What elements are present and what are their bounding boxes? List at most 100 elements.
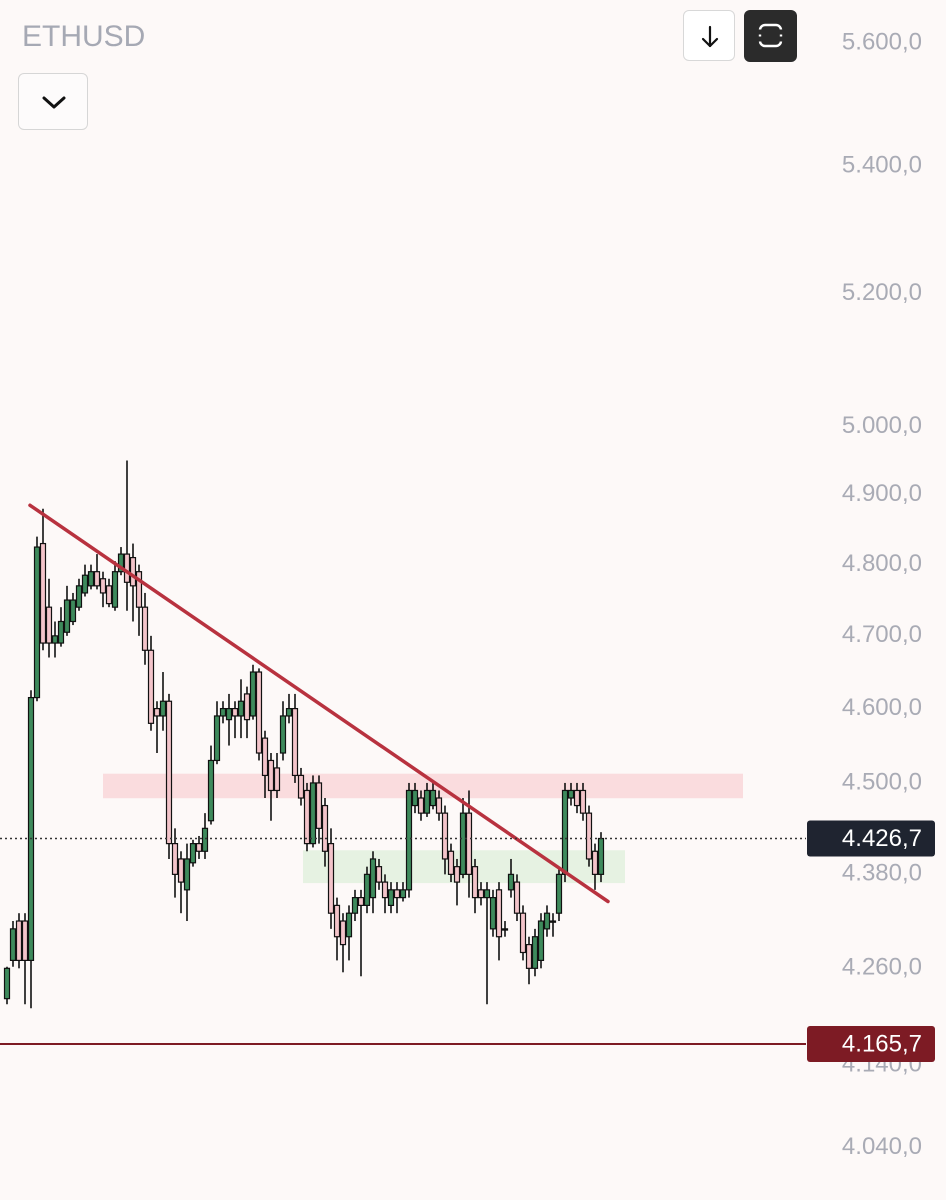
y-tick-label: 5.600,0 bbox=[842, 29, 922, 56]
candle-body bbox=[525, 943, 533, 969]
candle-body bbox=[411, 789, 419, 807]
candle-body bbox=[159, 700, 167, 717]
candle-body bbox=[111, 571, 119, 608]
candle-body bbox=[405, 789, 413, 891]
trendline bbox=[28, 503, 610, 904]
chart-title: ETHUSD bbox=[22, 20, 145, 53]
candle-body bbox=[261, 737, 269, 777]
candle-body bbox=[291, 707, 299, 777]
dropdown-button[interactable] bbox=[18, 73, 88, 130]
candle-body bbox=[195, 843, 203, 852]
candle-body bbox=[45, 606, 53, 644]
candle-body bbox=[207, 759, 215, 822]
candle-body bbox=[219, 707, 227, 717]
candle-body bbox=[225, 707, 233, 721]
candle-body bbox=[597, 837, 605, 875]
y-tick-label: 4.900,0 bbox=[842, 480, 922, 507]
candle-body bbox=[453, 866, 461, 883]
y-tick-label: 4.600,0 bbox=[842, 694, 922, 721]
candle-body bbox=[345, 912, 353, 938]
candle-body bbox=[327, 843, 335, 914]
candle-body bbox=[33, 546, 41, 699]
price-label: 4.165,7 bbox=[842, 1030, 922, 1057]
candle-body bbox=[531, 936, 539, 969]
candle-body bbox=[9, 928, 17, 961]
y-tick-label: 4.500,0 bbox=[842, 768, 922, 795]
candle-body bbox=[237, 700, 245, 717]
candle-body bbox=[321, 804, 329, 852]
candle-body bbox=[81, 574, 89, 594]
candle-body bbox=[99, 578, 107, 594]
price-label-box bbox=[807, 1026, 935, 1063]
candle-body bbox=[123, 553, 131, 583]
candle-body bbox=[177, 858, 185, 883]
candle-body bbox=[333, 904, 341, 938]
candle-body bbox=[117, 553, 125, 573]
candle-body bbox=[39, 542, 47, 644]
candle-body bbox=[297, 774, 305, 799]
candle-body bbox=[189, 843, 197, 864]
y-tick-label: 4.380,0 bbox=[842, 860, 922, 887]
candle-body bbox=[303, 789, 311, 845]
candle-body bbox=[441, 812, 449, 860]
candle-body bbox=[519, 912, 527, 954]
candle-body bbox=[447, 850, 455, 875]
candle-body bbox=[543, 912, 551, 930]
candle-body bbox=[141, 606, 149, 651]
candle-body bbox=[63, 599, 71, 633]
candle-body bbox=[459, 812, 467, 875]
download-button[interactable] bbox=[683, 10, 735, 61]
candle-body bbox=[417, 797, 425, 814]
candle-body bbox=[351, 897, 359, 914]
candle-body bbox=[363, 873, 371, 906]
candle-body bbox=[555, 873, 563, 914]
candle-body bbox=[549, 920, 557, 923]
price-label: 4.426,7 bbox=[842, 825, 922, 852]
candle-body bbox=[51, 635, 59, 644]
candle-body bbox=[369, 858, 377, 899]
candle-body bbox=[105, 585, 113, 605]
candle-body bbox=[285, 707, 293, 717]
candle-body bbox=[279, 715, 287, 754]
candle-body bbox=[249, 671, 257, 717]
candle-body bbox=[15, 920, 23, 961]
candle-body bbox=[429, 789, 437, 807]
candle-body bbox=[69, 599, 77, 623]
candle-body bbox=[315, 782, 323, 829]
candle-body bbox=[339, 920, 347, 946]
candle-body bbox=[513, 881, 521, 914]
candle-body bbox=[375, 866, 383, 883]
candle-body bbox=[93, 571, 101, 587]
y-tick-label: 4.700,0 bbox=[842, 621, 922, 648]
candle-body bbox=[231, 707, 239, 717]
candle-body bbox=[309, 782, 317, 845]
candle-body bbox=[387, 889, 395, 906]
candle-body bbox=[243, 693, 251, 721]
y-tick-label: 5.000,0 bbox=[842, 412, 922, 439]
candle-body bbox=[399, 889, 407, 899]
y-tick-label: 4.040,0 bbox=[842, 1133, 922, 1160]
candle-body bbox=[75, 585, 83, 608]
candle-body bbox=[495, 889, 503, 938]
candle-body bbox=[129, 556, 137, 587]
candle-body bbox=[87, 571, 95, 587]
candle-body bbox=[21, 920, 29, 961]
fullscreen-button[interactable] bbox=[744, 10, 797, 62]
candle-body bbox=[3, 967, 11, 1000]
price-label-box bbox=[807, 820, 935, 857]
candle-body bbox=[273, 767, 281, 792]
candle-body bbox=[393, 889, 401, 899]
candle-body bbox=[183, 858, 191, 891]
candle-body bbox=[483, 889, 491, 899]
candle-body bbox=[147, 649, 155, 724]
candle-body bbox=[255, 671, 263, 754]
candle-body bbox=[267, 759, 275, 792]
candle-body bbox=[489, 897, 497, 930]
candle-body bbox=[507, 873, 515, 891]
y-tick-label: 4.800,0 bbox=[842, 550, 922, 577]
candle-body bbox=[435, 797, 443, 814]
candle-body bbox=[57, 620, 65, 644]
candle-body bbox=[585, 812, 593, 860]
candle-body bbox=[171, 843, 179, 875]
